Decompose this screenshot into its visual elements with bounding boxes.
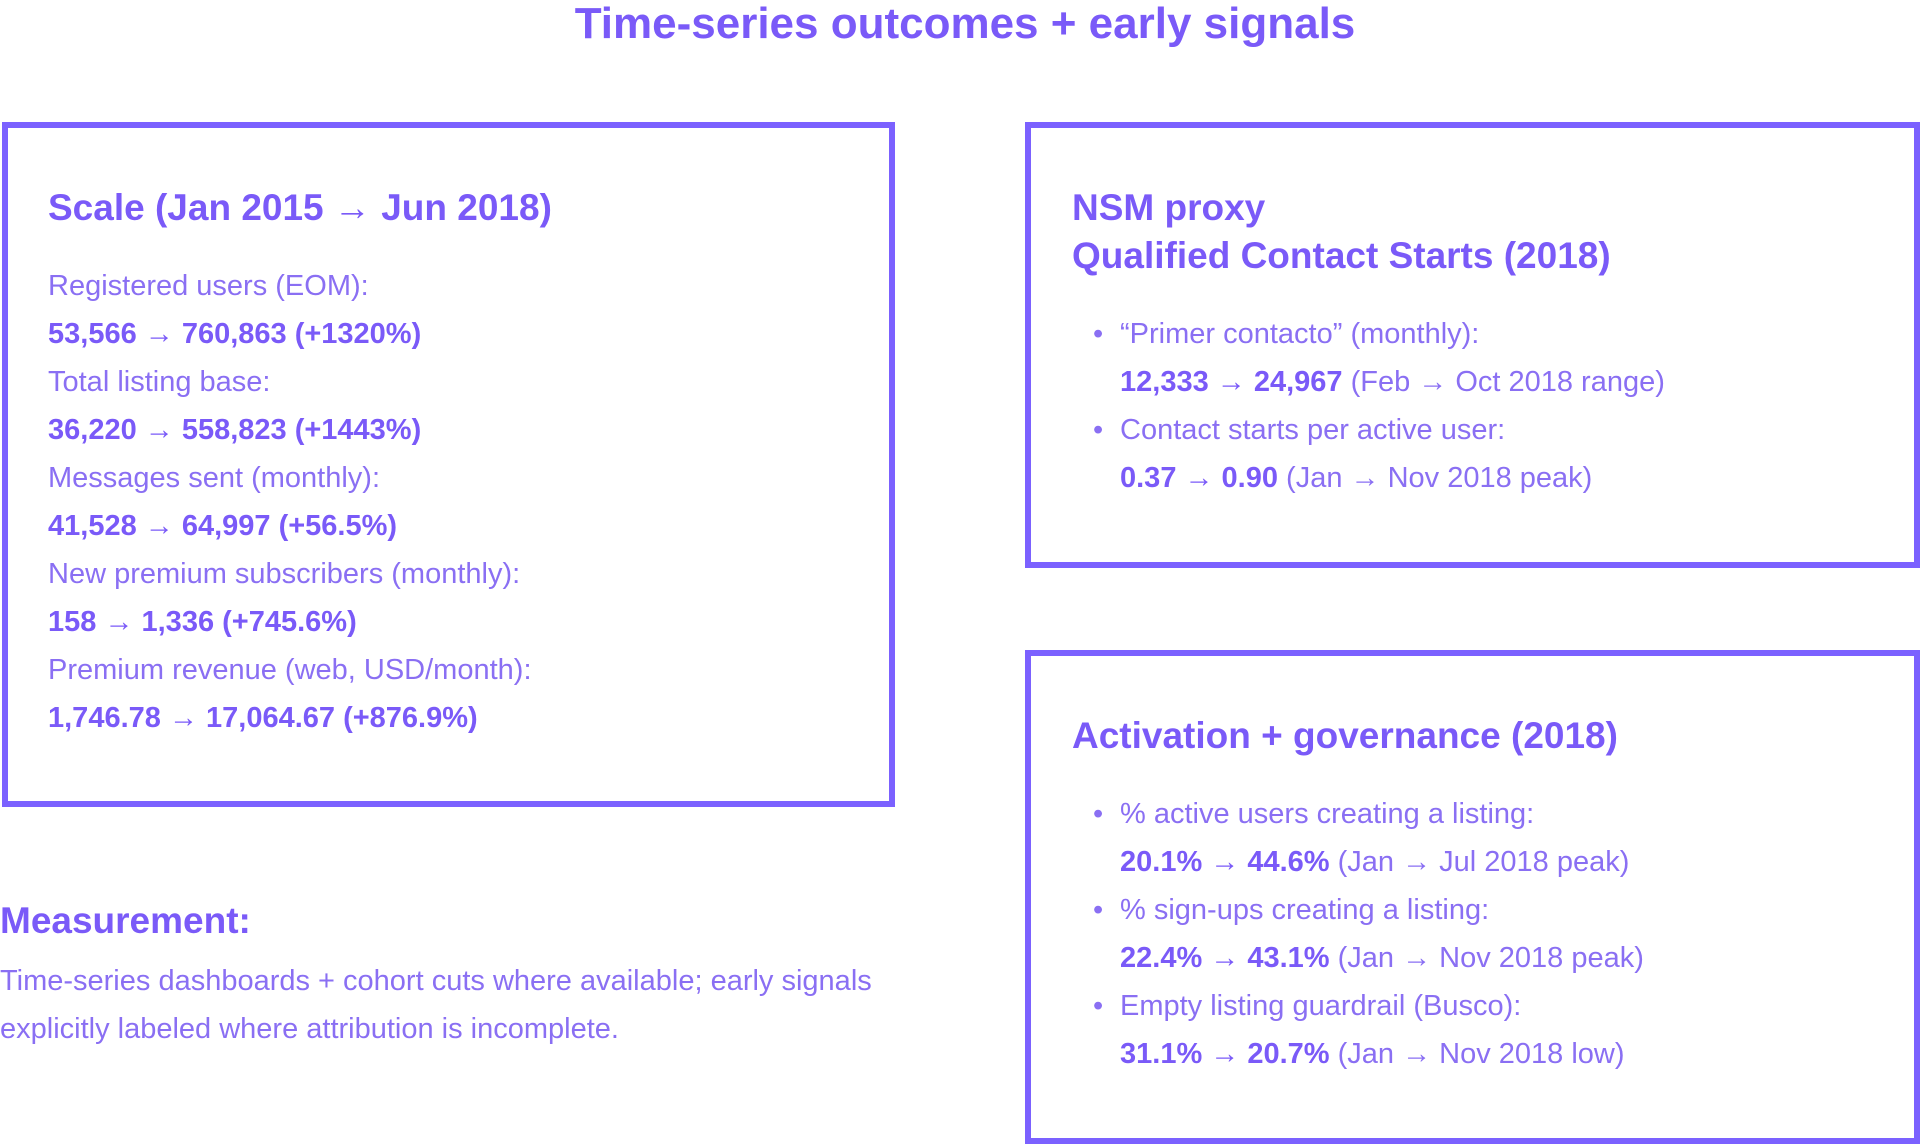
scale-value: 53,566 → 760,863 (+1320%) bbox=[48, 318, 422, 350]
nsm-list: • “Primer contacto” (monthly): 12,333 → 2… bbox=[1093, 310, 1665, 502]
item-note: (Jan → Nov 2018 peak) bbox=[1278, 462, 1593, 494]
nsm-heading-line1: NSM proxy bbox=[1072, 187, 1266, 228]
bullet-icon: • bbox=[1093, 318, 1104, 350]
item-value: 22.4% → 43.1% bbox=[1120, 942, 1330, 974]
scale-label: Messages sent (monthly): bbox=[48, 462, 381, 494]
scale-label: Total listing base: bbox=[48, 366, 271, 398]
item-note: (Jan → Nov 2018 peak) bbox=[1329, 942, 1644, 974]
item-note: (Jan → Jul 2018 peak) bbox=[1329, 846, 1630, 878]
item-value: 12,333 → 24,967 bbox=[1120, 366, 1343, 398]
scale-heading: Scale (Jan 2015 → Jun 2018) bbox=[48, 187, 552, 228]
activation-heading: Activation + governance (2018) bbox=[1072, 715, 1618, 756]
item-value-row: 31.1% → 20.7% (Jan → Nov 2018 low) bbox=[1120, 1030, 1644, 1078]
item-value: 20.1% → 44.6% bbox=[1120, 846, 1330, 878]
scale-value: 158 → 1,336 (+745.6%) bbox=[48, 606, 357, 638]
item-label: Contact starts per active user: bbox=[1120, 414, 1506, 446]
nsm-heading: NSM proxy Qualified Contact Starts (2018… bbox=[1072, 184, 1611, 280]
scale-value: 1,746.78 → 17,064.67 (+876.9%) bbox=[48, 702, 478, 734]
bullet-icon: • bbox=[1093, 414, 1104, 446]
scale-value: 41,528 → 64,997 (+56.5%) bbox=[48, 510, 398, 542]
bullet-icon: • bbox=[1093, 894, 1104, 926]
item-note: (Feb → Oct 2018 range) bbox=[1342, 366, 1665, 398]
activation-card bbox=[1025, 650, 1920, 1144]
nsm-card bbox=[1025, 122, 1920, 568]
item-value: 0.37 → 0.90 bbox=[1120, 462, 1278, 494]
list-item: • % active users creating a listing: bbox=[1093, 790, 1644, 838]
activation-list: • % active users creating a listing: 20.1… bbox=[1093, 790, 1644, 1078]
list-item: • % sign-ups creating a listing: bbox=[1093, 886, 1644, 934]
bullet-icon: • bbox=[1093, 798, 1104, 830]
scale-label: Premium revenue (web, USD/month): bbox=[48, 654, 532, 686]
list-item: • Contact starts per active user: bbox=[1093, 406, 1665, 454]
item-label: “Primer contacto” (monthly): bbox=[1120, 318, 1480, 350]
item-value-row: 12,333 → 24,967 (Feb → Oct 2018 range) bbox=[1120, 358, 1665, 406]
scale-value: 36,220 → 558,823 (+1443%) bbox=[48, 414, 422, 446]
scale-card bbox=[2, 122, 895, 807]
page-title: Time-series outcomes + early signals bbox=[574, 0, 1356, 48]
bullet-icon: • bbox=[1093, 990, 1104, 1022]
measurement-text: Time-series dashboards + cohort cuts whe… bbox=[0, 965, 872, 1045]
item-note: (Jan → Nov 2018 low) bbox=[1329, 1038, 1625, 1070]
list-item: • “Primer contacto” (monthly): bbox=[1093, 310, 1665, 358]
measurement-heading: Measurement: bbox=[0, 900, 251, 941]
scale-label: Registered users (EOM): bbox=[48, 270, 369, 302]
list-item: • Empty listing guardrail (Busco): bbox=[1093, 982, 1644, 1030]
item-label: % active users creating a listing: bbox=[1120, 798, 1535, 830]
item-value-row: 0.37 → 0.90 (Jan → Nov 2018 peak) bbox=[1120, 454, 1665, 502]
item-value-row: 20.1% → 44.6% (Jan → Jul 2018 peak) bbox=[1120, 838, 1644, 886]
item-value: 31.1% → 20.7% bbox=[1120, 1038, 1330, 1070]
scale-label: New premium subscribers (monthly): bbox=[48, 558, 521, 590]
item-label: % sign-ups creating a listing: bbox=[1120, 894, 1490, 926]
item-label: Empty listing guardrail (Busco): bbox=[1120, 990, 1522, 1022]
item-value-row: 22.4% → 43.1% (Jan → Nov 2018 peak) bbox=[1120, 934, 1644, 982]
nsm-heading-line2: Qualified Contact Starts (2018) bbox=[1072, 235, 1611, 276]
scale-list: Registered users (EOM): 53,566 → 760,863… bbox=[48, 262, 532, 742]
